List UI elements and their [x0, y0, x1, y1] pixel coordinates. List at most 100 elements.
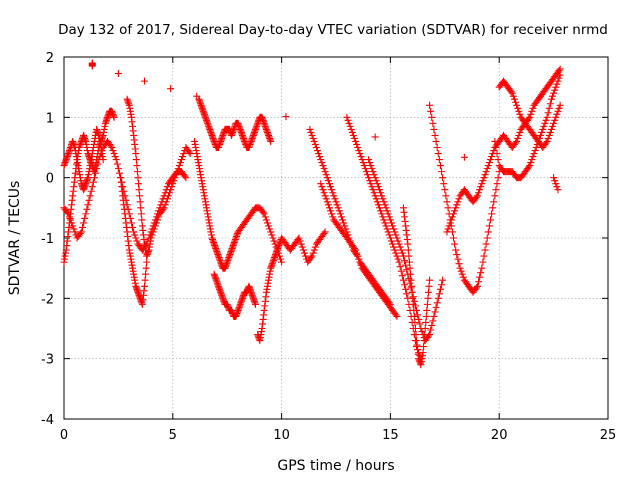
data-point [137, 204, 145, 212]
data-point [404, 246, 412, 254]
data-point [435, 156, 443, 164]
data-point [450, 210, 458, 218]
data-point [475, 278, 483, 286]
data-point [433, 144, 441, 151]
data-point [137, 210, 145, 218]
data-point [371, 174, 379, 182]
data-point [296, 237, 304, 245]
data-point [368, 165, 376, 173]
y-tick-label: -3 [41, 353, 54, 368]
data-point [263, 219, 271, 227]
data-point [455, 195, 463, 203]
data-point [179, 153, 187, 161]
data-point [428, 113, 436, 121]
data-point [185, 148, 193, 156]
data-point [554, 186, 562, 194]
data-point [136, 192, 144, 200]
data-point [424, 332, 432, 340]
data-point [527, 159, 535, 167]
data-point [432, 303, 440, 311]
data-point [381, 219, 389, 227]
data-point [317, 180, 325, 188]
data-point [141, 77, 149, 85]
data-point [421, 325, 429, 332]
data-point [478, 264, 486, 272]
data-point [368, 183, 376, 191]
data-point [327, 183, 335, 191]
data-point [427, 326, 435, 334]
data-point [555, 67, 563, 75]
data-point [552, 113, 560, 121]
data-point [537, 131, 545, 139]
data-point [320, 189, 328, 197]
data-point [493, 150, 501, 158]
data-point [80, 219, 88, 227]
data-point [310, 246, 318, 254]
data-point [298, 243, 306, 251]
data-point [267, 228, 275, 236]
data-point [160, 204, 168, 212]
data-point [411, 325, 419, 332]
data-point [350, 245, 358, 253]
data-point [309, 249, 317, 257]
data-point [452, 246, 460, 254]
data-point [68, 219, 76, 227]
data-point [163, 195, 171, 203]
data-point [107, 142, 115, 150]
data-point [81, 214, 89, 222]
data-point [372, 177, 380, 185]
data-point [426, 276, 434, 284]
data-point [431, 308, 439, 316]
data-point [407, 276, 415, 284]
series-trace-14 [399, 204, 434, 369]
data-point [307, 254, 315, 262]
data-point [529, 153, 537, 161]
data-point [94, 160, 102, 168]
data-point [365, 156, 373, 164]
data-point [114, 165, 122, 173]
data-point [69, 222, 77, 230]
data-point [450, 234, 458, 242]
data-point [141, 276, 149, 284]
data-point [67, 216, 75, 224]
data-point [135, 180, 143, 188]
data-point [398, 249, 406, 257]
data-point [491, 137, 499, 145]
data-point [396, 263, 404, 271]
data-point [410, 312, 418, 320]
data-point [359, 159, 367, 167]
series-trace-3 [60, 137, 190, 254]
data-point [354, 252, 362, 260]
data-point [317, 156, 325, 164]
data-point [552, 83, 560, 91]
data-point [169, 180, 177, 188]
data-point [373, 198, 381, 206]
data-point [282, 113, 290, 121]
series-trace-11 [317, 180, 394, 308]
data-point [392, 231, 400, 239]
data-point [482, 168, 490, 176]
data-point [479, 258, 487, 266]
data-point [148, 231, 156, 239]
data-point [392, 249, 400, 257]
data-point [307, 128, 315, 136]
data-point [483, 165, 491, 173]
data-point [70, 225, 78, 233]
data-point [512, 98, 520, 106]
data-point [136, 198, 144, 206]
data-point [494, 174, 502, 182]
data-point [455, 260, 463, 268]
data-point [176, 159, 184, 167]
data-point [416, 320, 424, 328]
data-point [321, 192, 329, 200]
data-point [396, 243, 404, 251]
data-point [488, 210, 496, 218]
data-point [295, 234, 303, 242]
data-point [510, 95, 518, 103]
data-point [540, 122, 548, 130]
data-point [393, 234, 401, 242]
data-point [142, 270, 150, 278]
data-point [481, 171, 489, 179]
data-point [147, 234, 155, 242]
data-point [451, 207, 459, 215]
